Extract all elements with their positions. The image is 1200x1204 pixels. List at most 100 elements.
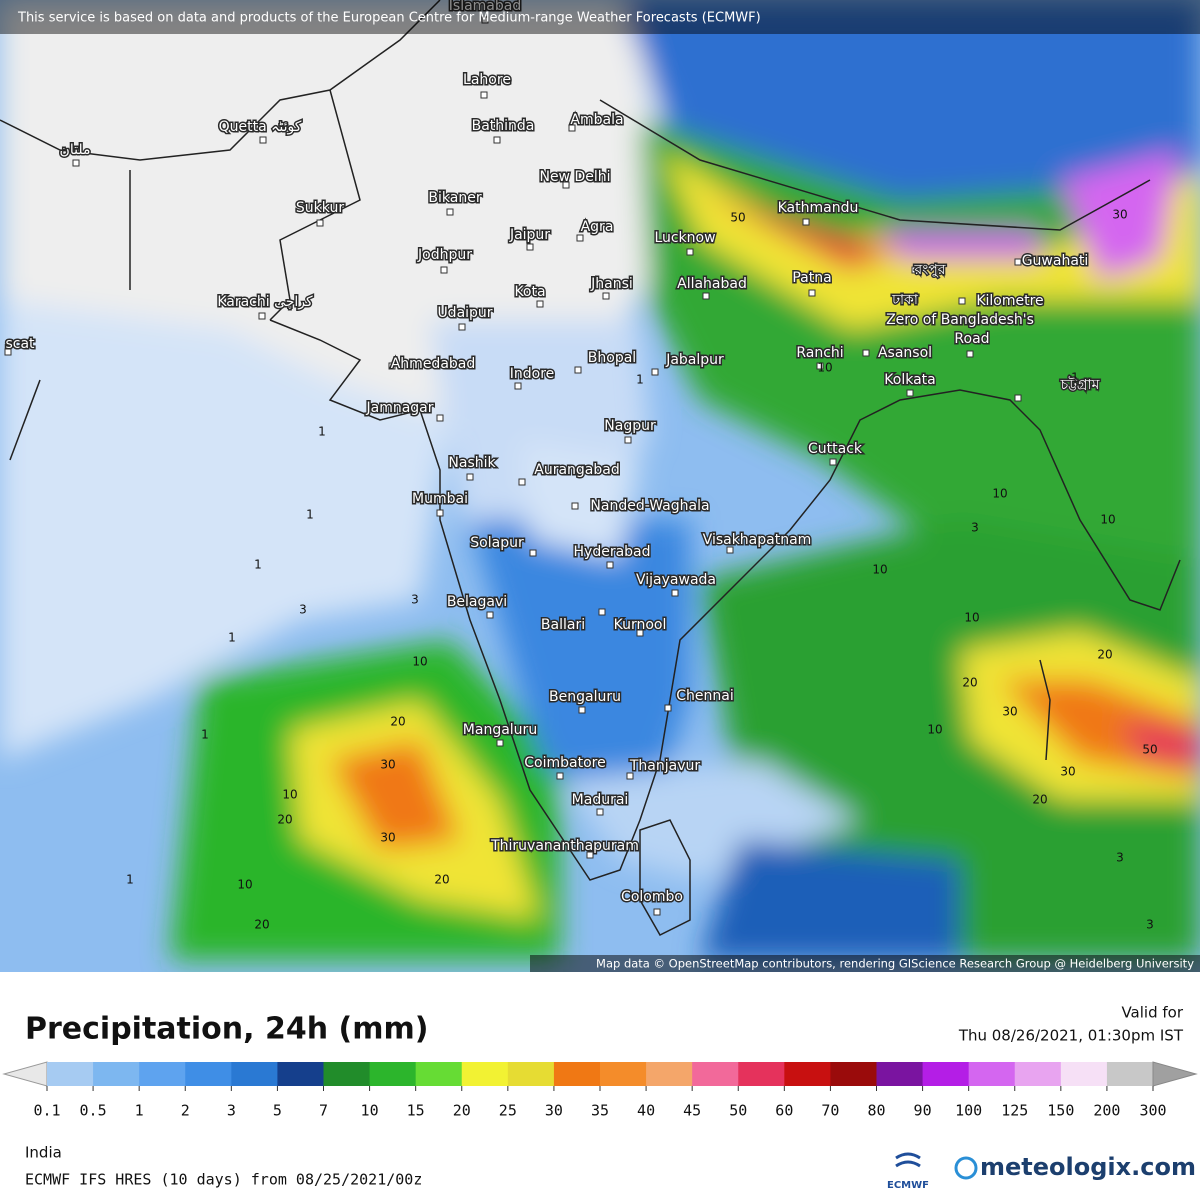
- city-label: Udaipur: [437, 305, 492, 321]
- city-marker: [458, 323, 466, 331]
- city-label: Kilometre: [976, 293, 1043, 309]
- contour-label: 20: [1032, 793, 1047, 807]
- colorbar-segment: [323, 1062, 371, 1086]
- city-marker: [480, 91, 488, 99]
- contour-label: 3: [971, 521, 979, 535]
- city-marker: [440, 266, 448, 274]
- city-marker: [802, 218, 810, 226]
- contour-label: 30: [1060, 765, 1075, 779]
- contour-label: 1: [1071, 371, 1079, 385]
- contour-label: 20: [434, 873, 449, 887]
- city-label: Thiruvananthapuram: [490, 838, 639, 854]
- contour-label: 3: [1116, 851, 1124, 865]
- city-label: Jodhpur: [417, 247, 472, 263]
- colorbar-segment: [139, 1062, 186, 1086]
- city-label: Jamnagar: [365, 400, 433, 416]
- colorbar-arrow-low: [2, 1061, 48, 1087]
- city-label: Nagpur: [604, 418, 656, 434]
- city-label: scat: [5, 336, 35, 352]
- city-label: Lahore: [463, 72, 511, 88]
- contour-label: 3: [1146, 918, 1154, 932]
- city-label: Guwahati: [1022, 253, 1089, 269]
- city-marker: [816, 362, 824, 370]
- meteologix-text: meteologix.com: [980, 1153, 1196, 1181]
- city-marker: [596, 808, 604, 816]
- contour-label: 3: [299, 603, 307, 617]
- city-marker: [653, 908, 661, 916]
- attribution: Map data © OpenStreetMap contributors, r…: [596, 957, 1194, 971]
- contour-label: 10: [282, 788, 297, 802]
- city-marker: [966, 350, 974, 358]
- colorbar-tick-label: 100: [955, 1102, 982, 1120]
- colorbar-segment: [415, 1062, 463, 1086]
- contour-label: 10: [872, 563, 887, 577]
- city-label: Karachi کراچی: [217, 294, 313, 310]
- attribution-bg: [530, 955, 1200, 972]
- city-marker: [1014, 258, 1022, 266]
- city-marker: [481, 16, 489, 24]
- city-marker: [664, 704, 672, 712]
- city-marker: [671, 589, 679, 597]
- city-marker: [518, 478, 526, 486]
- banner-bg: [0, 0, 1200, 34]
- city-marker: [606, 561, 614, 569]
- colorbar-tick-label: 150: [1047, 1102, 1074, 1120]
- map: Islamabad Lahore Quetta کوئٹہ ملتان Bathinda…: [0, 0, 1200, 972]
- city-marker: [571, 502, 579, 510]
- banner: This service is based on data and produc…: [17, 11, 761, 26]
- city-marker: [586, 851, 594, 859]
- city-label: Ahmedabad: [391, 356, 476, 372]
- city-label: Chennai: [676, 688, 733, 704]
- contour-label: 1: [126, 873, 134, 887]
- city-marker: [862, 349, 870, 357]
- city-label: Hyderabad: [574, 544, 651, 560]
- city-label: Madurai: [572, 792, 629, 808]
- contour-label: 20: [390, 715, 405, 729]
- colorbar-segment: [93, 1062, 140, 1086]
- city-marker: [829, 458, 837, 466]
- colorbar-tick-label: 45: [683, 1102, 701, 1120]
- colorbar-segment: [830, 1062, 877, 1086]
- colorbar-tick-label: 300: [1139, 1102, 1166, 1120]
- colorbar-arrow-high: [1152, 1061, 1198, 1087]
- city-marker: [574, 366, 582, 374]
- colorbar-tick-label: 90: [914, 1102, 932, 1120]
- city-label: Sukkur: [296, 200, 344, 216]
- contour-label: 10: [817, 361, 832, 375]
- colorbar-segment: [369, 1062, 417, 1086]
- city-marker: [726, 546, 734, 554]
- colorbar-tick-label: 60: [775, 1102, 793, 1120]
- colorbar-tick-label: 20: [453, 1102, 471, 1120]
- city-label: Kolkata: [884, 372, 935, 388]
- city-marker: [958, 297, 966, 305]
- colorbar-tick-label: 0.5: [80, 1102, 107, 1120]
- city-label: Thanjavur: [629, 758, 701, 774]
- city-marker: [436, 414, 444, 422]
- colorbar-tick-label: 3: [227, 1102, 236, 1120]
- city-label: Kurnool: [614, 617, 667, 633]
- contour-label: 1: [636, 373, 644, 387]
- city-marker: [568, 124, 576, 132]
- city-label: Nashik: [448, 455, 496, 471]
- city-label: Jhansi: [590, 276, 633, 292]
- colorbar-tick-label: 15: [407, 1102, 425, 1120]
- city-label: Ambala: [570, 112, 623, 128]
- colorbar-tick-label: 30: [545, 1102, 563, 1120]
- colorbar-tick-label: 0.1: [33, 1102, 60, 1120]
- city-label: Zero of Bangladesh's: [886, 312, 1034, 328]
- colorbar-segment: [1060, 1062, 1108, 1086]
- colorbar-segment: [461, 1062, 509, 1086]
- colorbar-tick-label: 50: [729, 1102, 747, 1120]
- city-label: Kota: [514, 284, 545, 300]
- contour-label: 20: [254, 918, 269, 932]
- colorbar-tick-label: 7: [319, 1102, 328, 1120]
- city-marker: [259, 136, 267, 144]
- colorbar-tick-label: 200: [1093, 1102, 1120, 1120]
- contour-label: 30: [1002, 705, 1017, 719]
- city-marker: [4, 348, 12, 356]
- contour-label: 1: [318, 425, 326, 439]
- coastlines: [0, 0, 1181, 936]
- colorbar-segment: [507, 1062, 555, 1086]
